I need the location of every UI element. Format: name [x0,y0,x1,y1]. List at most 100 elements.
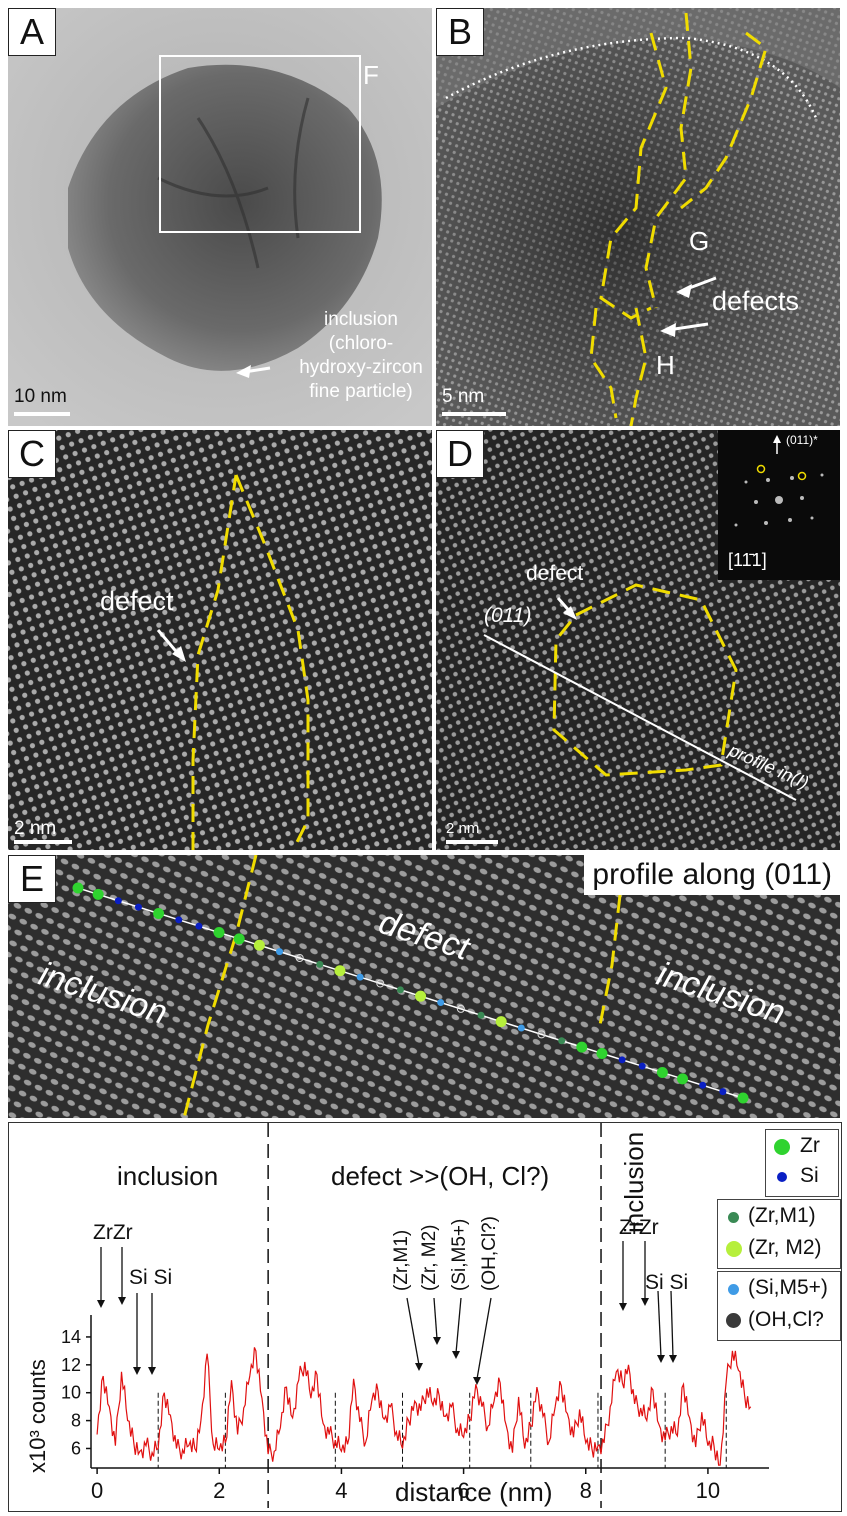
panel-d-micrograph [436,430,840,850]
label-g: G [689,226,710,256]
atom-dot [195,922,203,930]
intensity-series-line [96,1347,752,1466]
peak-arrow [670,1290,674,1358]
legend-dot-ohcl [726,1313,741,1328]
y-tick-label: 8 [71,1411,81,1431]
atom-dot [153,907,165,919]
panel-d-letter: D [436,430,484,478]
panel-a-letter: A [8,8,56,56]
scale-bar-d [446,840,498,844]
atom-dot [295,954,304,962]
peak-arrow [433,1297,438,1340]
peak-arrow [657,1290,662,1358]
panel-c-micrograph [8,430,432,850]
atom-dot [517,1024,525,1032]
peak-arrowhead [473,1377,481,1385]
x-tick-label: 8 [580,1478,592,1503]
panel-b: B G defects H 5 nm [436,8,840,426]
fft-zone-axis-label: [11̄1] [728,550,767,570]
legend-box-2: (Zr,M1) (Zr, M2) [717,1199,841,1269]
inclusion-label-line-4: fine particle) [309,381,413,402]
atom-dot [537,1030,546,1039]
scale-label-c: 2 nm [14,818,57,839]
peak-zrzr-right: ZrZr [619,1216,659,1239]
profile-chart: 6 8 10 12 14 0 2 4 6 8 10 [61,1123,769,1508]
atom-dot [276,948,284,956]
intensity-profile-plot: 6 8 10 12 14 0 2 4 6 8 10 inclusion defect >>(OH, … [8,1122,842,1512]
inclusion-label: inclusion (chloro- hydroxy-zircon fine p… [286,308,432,404]
scale-bar-b [442,412,506,416]
scale-bar-c [14,840,72,844]
peak-zrm1: (Zr,M1) [391,1229,412,1291]
fft-reflection-label: (011)* [786,433,818,447]
panel-c: C defect 2 nm [8,430,432,850]
atom-dot [638,1062,646,1070]
peak-arrowhead [657,1355,665,1363]
peak-sisi-right: Si Si [645,1271,689,1294]
legend-label-ohcl: (OH,Cl? [748,1308,824,1331]
x-tick-label: 0 [91,1478,103,1503]
plane-label: (011) [484,604,532,627]
y-tick-label: 10 [61,1383,81,1403]
legend-dot-si [777,1172,787,1182]
legend-dot-zrm2 [726,1241,742,1257]
region-label-left: inclusion [117,1161,219,1191]
atom-dot [558,1037,566,1045]
legend-label-zrm2: (Zr, M2) [748,1236,822,1259]
atom-dot [415,990,427,1002]
peak-arrowhead [452,1351,460,1359]
peak-arrowhead [619,1303,627,1311]
panel-a-micrograph [8,8,432,426]
atom-dot [437,999,445,1007]
atom-dot [477,1011,485,1019]
inclusion-label-line-1: inclusion [324,309,398,330]
panel-e-letter: E [8,855,56,903]
legend-dot-zrm1 [728,1212,739,1223]
atom-dot [737,1092,749,1104]
peak-arrowhead [97,1300,105,1308]
profile-line [483,634,797,801]
atom-dot [134,903,142,911]
atom-dot [72,882,84,894]
legend-dot-zr [774,1139,790,1155]
panel-a: A F inclusion (chloro- hydroxy-zircon fi… [8,8,432,426]
scale-label-d: 2 nm [446,820,480,837]
atom-dot [396,986,404,994]
x-tick-label: 4 [335,1478,347,1503]
atom-dot [233,933,245,945]
inclusion-label-line-3: hydroxy-zircon [299,357,423,378]
peak-arrowhead [118,1297,126,1305]
fft-inset [718,430,840,580]
inclusion-particle [68,64,382,371]
scale-label-b: 5 nm [442,386,485,407]
panel-c-letter: C [8,430,56,478]
atom-dot [699,1081,707,1089]
defect-outline-c [191,474,310,850]
atom-dot [596,1047,608,1059]
atom-dot [316,960,324,968]
atom-dot [92,888,104,900]
legend-label-zr: Zr [800,1134,820,1157]
legend-box-1: Zr Si [765,1129,839,1197]
legend-label-si: Si [800,1164,819,1187]
y-tick-label: 6 [71,1438,81,1458]
defect-outline-d [552,583,738,777]
y-tick-label: 14 [61,1327,81,1347]
atom-dot [495,1016,507,1028]
x-tick-label: 10 [696,1478,720,1503]
atom-dot [456,1004,465,1013]
x-axis-label: distance (nm) [395,1477,553,1507]
box-f-label: F [363,60,379,90]
atom-dot [618,1056,626,1064]
atom-dot [376,979,385,988]
legend-box-3: (Si,M5+) (OH,Cl? [717,1271,841,1341]
atom-dot [213,927,225,939]
scale-label-a: 10 nm [14,386,67,407]
label-defects: defects [712,286,800,316]
peak-arrowhead [669,1355,677,1363]
atom-dot [719,1088,727,1096]
x-tick-label: 2 [213,1478,225,1503]
x-tick-label: 6 [457,1478,469,1503]
peak-arrow [476,1297,492,1380]
inclusion-label-line-2: (chloro- [328,333,394,354]
